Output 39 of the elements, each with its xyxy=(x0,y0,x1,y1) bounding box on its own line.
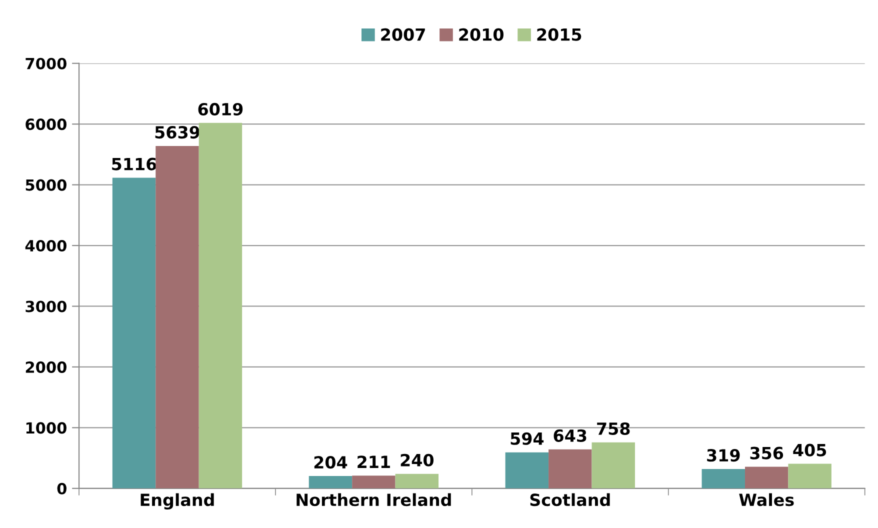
bar xyxy=(744,466,788,488)
bar xyxy=(702,469,745,488)
data-label: 5116 xyxy=(112,158,156,170)
y-tick-label: 7000 xyxy=(26,58,66,70)
data-label: 6019 xyxy=(198,102,243,116)
y-tick-label: 4000 xyxy=(25,240,66,252)
x-tick-label: Scotland xyxy=(530,493,610,506)
legend-label: 2007 xyxy=(381,28,425,41)
bar xyxy=(505,452,549,488)
bar xyxy=(395,474,439,488)
y-tick-label: 1000 xyxy=(26,422,66,434)
legend-label: 2010 xyxy=(459,28,504,41)
data-label: 356 xyxy=(750,446,784,460)
bar xyxy=(112,178,156,488)
y-tick-label: 6000 xyxy=(26,118,66,130)
bar xyxy=(308,476,352,488)
x-tick-label: England xyxy=(140,493,214,510)
data-label: 211 xyxy=(358,456,390,468)
bar xyxy=(788,464,832,488)
data-label: 643 xyxy=(554,429,586,442)
data-label: 758 xyxy=(597,422,630,435)
data-label: 594 xyxy=(510,432,544,445)
y-tick-label: 2000 xyxy=(26,361,66,373)
legend-label: 2015 xyxy=(537,28,582,41)
y-tick-label: 5000 xyxy=(26,179,66,191)
bar xyxy=(156,146,199,488)
x-tick-label: Northern Ireland xyxy=(296,493,451,506)
y-tick-label: 3000 xyxy=(26,300,66,312)
data-label: 5639 xyxy=(155,126,200,139)
bar xyxy=(352,476,396,488)
data-label: 405 xyxy=(793,444,826,456)
y-tick-label: 0 xyxy=(57,482,66,494)
bar xyxy=(592,442,635,488)
data-label: 240 xyxy=(400,454,434,466)
bar xyxy=(198,122,242,488)
data-label: 319 xyxy=(707,449,740,462)
x-tick-label: Wales xyxy=(739,493,794,506)
bar xyxy=(548,449,592,488)
data-label: 204 xyxy=(314,456,348,469)
